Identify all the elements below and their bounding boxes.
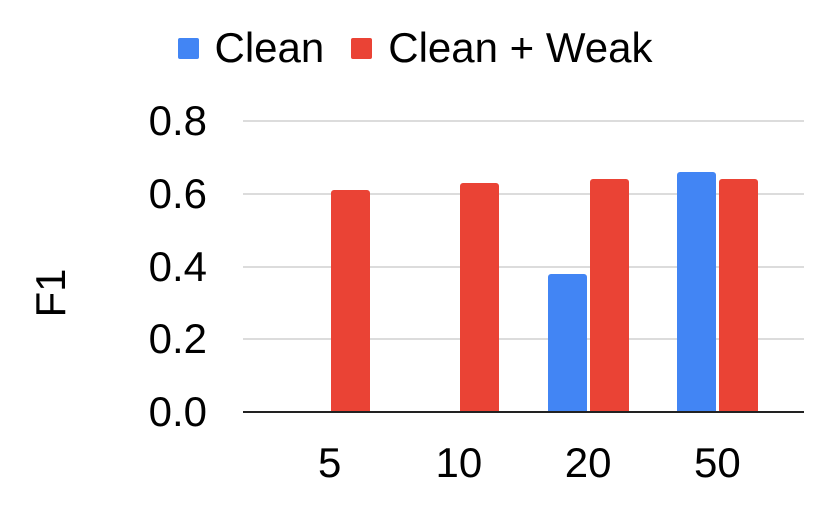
- x-tick-label-10: 10: [435, 439, 483, 486]
- y-tick-label: 0.4: [148, 242, 207, 290]
- x-tick-label-5: 5: [317, 439, 342, 486]
- y-axis-tick-labels: 0.0 0.2 0.4 0.6 0.8: [0, 100, 207, 433]
- plot-area: [243, 120, 804, 413]
- bar-clean-50: [676, 171, 716, 412]
- bar-clean-weak-10: [460, 182, 500, 412]
- y-tick-label: 0.2: [148, 315, 207, 363]
- gridline: [243, 265, 804, 268]
- x-tick-label-50: 50: [694, 439, 741, 486]
- bar-clean-20: [547, 273, 587, 412]
- gridline: [243, 192, 804, 195]
- bar-group-5: [265, 121, 394, 412]
- bar-group-50: [653, 121, 782, 412]
- bar-clean-weak-5: [331, 190, 371, 412]
- legend-item-clean-weak: Clean + Weak: [351, 27, 652, 69]
- x-tick-label-20: 20: [564, 439, 612, 486]
- bar-group-20: [524, 121, 653, 412]
- bar-group-10: [394, 121, 523, 412]
- legend-swatch-clean-weak-icon: [351, 37, 373, 59]
- y-tick-label: 0.8: [148, 97, 207, 144]
- legend-label-clean-weak: Clean + Weak: [388, 24, 653, 71]
- bar-clean-weak-20: [589, 179, 629, 412]
- chart-legend: Clean Clean + Weak: [0, 27, 830, 69]
- gridline: [243, 338, 804, 341]
- bar-clean-weak-50: [718, 179, 758, 412]
- legend-label-clean: Clean: [214, 24, 325, 71]
- y-tick-label: 0.0: [148, 388, 207, 435]
- gridline: [243, 120, 804, 122]
- legend-item-clean: Clean: [177, 24, 325, 71]
- bar-groups: [243, 121, 804, 412]
- legend-swatch-clean-icon: [177, 37, 199, 59]
- x-axis-tick-labels: 5 10 20 50: [243, 442, 804, 484]
- y-tick-label: 0.6: [148, 169, 207, 217]
- x-axis-line: [243, 411, 804, 413]
